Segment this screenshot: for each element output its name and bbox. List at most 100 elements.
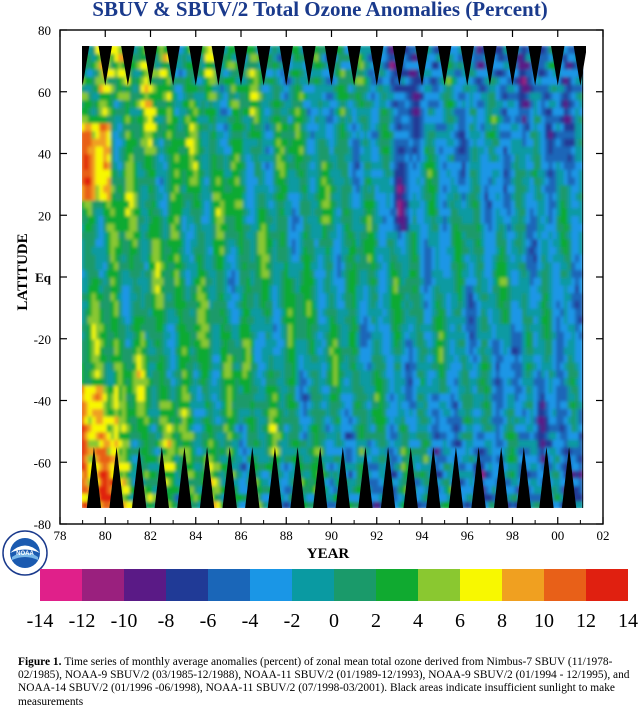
heatmap-cell <box>84 284 89 294</box>
heatmap-cell <box>140 223 146 232</box>
heatmap-cell <box>208 238 214 247</box>
heatmap-cell <box>386 60 391 70</box>
heatmap-cell <box>337 446 342 456</box>
heatmap-cell <box>359 470 365 479</box>
heatmap-cell <box>235 223 240 232</box>
heatmap-cell <box>87 114 93 124</box>
heatmap-cell <box>163 408 168 417</box>
heatmap-cell <box>340 284 346 294</box>
heatmap-cell <box>242 176 248 186</box>
heatmap-cell <box>87 53 93 62</box>
heatmap-cell <box>299 230 304 240</box>
heatmap-cell <box>344 292 350 301</box>
heatmap-cell <box>223 315 229 325</box>
heatmap-cell <box>110 122 116 132</box>
heatmap-cell <box>337 470 342 479</box>
heatmap-cell <box>182 91 187 101</box>
heatmap-cell <box>254 138 259 147</box>
heatmap-cell <box>295 400 301 409</box>
heatmap-cell <box>227 84 233 93</box>
heatmap-cell <box>212 215 218 224</box>
heatmap-cell <box>103 84 108 93</box>
heatmap-cell <box>186 446 191 456</box>
heatmap-cell <box>257 392 263 402</box>
heatmap-cell <box>310 223 316 232</box>
heatmap-cell <box>378 60 384 70</box>
heatmap-cell <box>201 400 206 409</box>
heatmap-cell <box>152 99 157 108</box>
heatmap-cell <box>99 207 104 216</box>
heatmap-cell <box>137 346 142 355</box>
heatmap-cell <box>95 130 101 139</box>
heatmap-cell <box>144 60 150 70</box>
heatmap-cell <box>386 107 391 116</box>
heatmap-cell <box>363 207 369 216</box>
heatmap-cell <box>390 68 395 78</box>
heatmap-cell <box>223 68 229 78</box>
heatmap-cell <box>212 184 218 193</box>
heatmap-cell <box>265 415 270 425</box>
heatmap-cell <box>103 446 108 456</box>
heatmap-cell <box>212 176 218 186</box>
heatmap-cell <box>137 192 142 201</box>
heatmap-cell <box>284 400 289 409</box>
heatmap-cell <box>87 176 93 186</box>
heatmap-cell <box>133 246 138 255</box>
heatmap-cell <box>239 223 244 232</box>
heatmap-cell <box>110 462 116 471</box>
heatmap-cell <box>231 408 236 417</box>
heatmap-cell <box>329 153 335 162</box>
heatmap-cell <box>261 122 267 132</box>
heatmap-cell <box>208 331 214 340</box>
heatmap-cell <box>129 361 135 371</box>
heatmap-cell <box>273 130 278 139</box>
heatmap-cell <box>91 439 97 448</box>
heatmap-cell <box>318 361 323 371</box>
heatmap-cell <box>197 122 202 132</box>
heatmap-cell <box>82 354 85 363</box>
heatmap-cell <box>386 354 391 363</box>
heatmap-cell <box>314 292 320 301</box>
heatmap-cell <box>333 130 338 139</box>
heatmap-cell <box>273 392 278 402</box>
heatmap-cell <box>125 207 131 216</box>
heatmap-cell <box>378 153 384 162</box>
heatmap-cell <box>269 53 274 62</box>
heatmap-cell <box>344 161 350 170</box>
heatmap-cell <box>356 400 361 409</box>
heatmap-cell <box>178 446 184 456</box>
heatmap-cell <box>288 253 293 263</box>
heatmap-cell <box>129 354 135 363</box>
heatmap-cell <box>257 477 263 487</box>
heatmap-cell <box>95 400 101 409</box>
heatmap-cell <box>103 462 108 471</box>
heatmap-cell <box>216 176 221 186</box>
heatmap-cell <box>261 292 267 301</box>
heatmap-cell <box>295 76 301 85</box>
heatmap-cell <box>137 307 142 317</box>
heatmap-cell <box>288 99 293 108</box>
heatmap-cell <box>250 292 255 301</box>
heatmap-cell <box>223 446 229 456</box>
heatmap-cell <box>284 230 289 240</box>
heatmap-cell <box>352 392 357 402</box>
heatmap-cell <box>208 261 214 271</box>
heatmap-cell <box>340 84 346 93</box>
heatmap-cell <box>118 323 123 332</box>
heatmap-cell <box>129 76 135 85</box>
heatmap-cell <box>212 168 218 178</box>
heatmap-cell <box>91 369 97 379</box>
heatmap-cell <box>148 493 153 502</box>
heatmap-cell <box>133 300 138 309</box>
heatmap-cell <box>299 53 304 62</box>
heatmap-cell <box>84 277 89 286</box>
heatmap-cell <box>314 400 320 409</box>
heatmap-cell <box>288 292 293 301</box>
heatmap-cell <box>235 338 240 348</box>
heatmap-cell <box>284 454 289 463</box>
heatmap-cell <box>159 400 165 409</box>
heatmap-cell <box>212 261 218 271</box>
heatmap-cell <box>307 462 312 471</box>
heatmap-cell <box>288 176 293 186</box>
heatmap-cell <box>231 60 236 70</box>
